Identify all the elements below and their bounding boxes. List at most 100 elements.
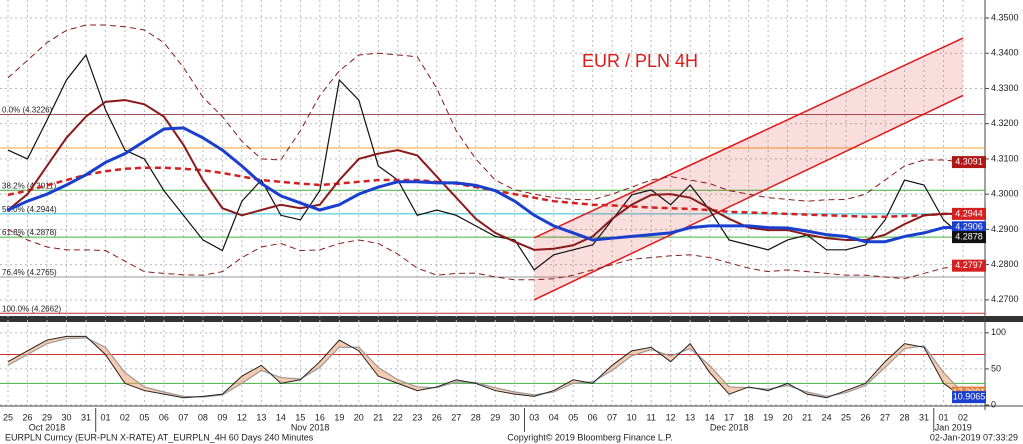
x-tick-label: 27	[451, 412, 461, 422]
x-tick-label: 21	[802, 412, 812, 422]
x-tick-label: 13	[256, 412, 266, 422]
x-tick-label: 31	[919, 412, 929, 422]
level-label: 61.8% (4.2878)	[2, 228, 57, 237]
price-label-box	[952, 207, 986, 220]
x-tick-label: 12	[237, 412, 247, 422]
price-label-box	[952, 156, 986, 169]
annotation: EUR / PLN 4H	[582, 51, 698, 71]
price-label-box	[952, 259, 986, 272]
x-tick-label: 12	[666, 412, 676, 422]
x-tick-label: 30	[61, 412, 71, 422]
price-label-box	[952, 221, 986, 234]
series-line	[7, 335, 964, 399]
x-tick-label: 14	[276, 412, 286, 422]
level-label: 0.0% (4.3226)	[2, 106, 53, 115]
panel-separator	[0, 316, 1023, 322]
series-line	[7, 228, 964, 281]
x-tick-label: 19	[334, 412, 344, 422]
x-tick-label: 07	[178, 412, 188, 422]
x-tick-label: 24	[822, 412, 832, 422]
x-tick-label: 26	[432, 412, 442, 422]
series-line	[7, 337, 964, 398]
x-tick-label: 05	[139, 412, 149, 422]
x-tick-label: 28	[471, 412, 481, 422]
footer-right: 02-Jan-2019 07:33:29	[930, 432, 1018, 442]
y-tick-label: 4.3000	[991, 189, 1019, 199]
x-tick-label: 15	[295, 412, 305, 422]
y-tick-label: 50	[991, 363, 1001, 373]
x-tick-label: 05	[568, 412, 578, 422]
x-tick-label: 09	[217, 412, 227, 422]
price-label: 10.9065	[953, 392, 986, 402]
price-label: 4.2944	[955, 208, 983, 218]
price-label: 4.2878	[955, 232, 983, 242]
y-tick-label: 4.2900	[991, 224, 1019, 234]
x-tick-label: 26	[861, 412, 871, 422]
y-tick-label: 0	[991, 399, 996, 409]
y-tick-label: 4.3300	[991, 83, 1019, 93]
series-line	[7, 126, 964, 244]
footer-left: EURPLN Curncy (EUR-PLN X-RATE) AT_EURPLN…	[5, 432, 314, 442]
y-tick-label: 4.3400	[991, 48, 1019, 58]
x-tick-label: 17	[724, 412, 734, 422]
y-tick-label: 100	[991, 327, 1006, 337]
month-label: Jan 2019	[935, 422, 972, 432]
y-tick-label: 4.3500	[991, 12, 1019, 22]
y-tick-label: 4.2800	[991, 259, 1019, 269]
series-line	[7, 99, 963, 251]
y-tick-label: 4.3200	[991, 118, 1019, 128]
x-tick-label: 29	[42, 412, 52, 422]
x-tick-label: 06	[588, 412, 598, 422]
x-tick-label: 23	[412, 412, 422, 422]
x-tick-label: 20	[783, 412, 793, 422]
level-label: 100.0% (4.2662)	[2, 304, 61, 313]
series-line	[7, 24, 964, 202]
price-label-box	[952, 231, 986, 244]
x-tick-label: 13	[685, 412, 695, 422]
x-tick-label: 25	[3, 412, 13, 422]
x-tick-label: 10	[627, 412, 637, 422]
month-label: Nov 2018	[291, 422, 330, 432]
x-tick-label: 16	[315, 412, 325, 422]
y-tick-label: 4.3100	[991, 153, 1019, 163]
level-label: 38.2% (4.3011)	[2, 181, 56, 190]
x-tick-label: 01	[100, 412, 110, 422]
x-tick-label: 19	[763, 412, 773, 422]
price-label: 4.2906	[955, 222, 983, 232]
x-tick-label: 18	[744, 412, 754, 422]
footer-center: Copyright© 2019 Bloomberg Finance L.P.	[507, 432, 673, 442]
price-label: 4.2797	[955, 260, 983, 270]
x-tick-label: 29	[490, 412, 500, 422]
price-label: 4.3091	[955, 156, 983, 166]
x-tick-label: 03	[529, 412, 539, 422]
month-label: Dec 2018	[710, 422, 749, 432]
x-tick-label: 22	[393, 412, 403, 422]
x-tick-label: 02	[120, 412, 130, 422]
x-tick-label: 07	[607, 412, 617, 422]
x-tick-label: 26	[22, 412, 32, 422]
x-tick-label: 27	[880, 412, 890, 422]
x-tick-label: 06	[159, 412, 169, 422]
y-tick-label: 4.2700	[991, 294, 1019, 304]
x-tick-label: 08	[198, 412, 208, 422]
x-tick-label: 20	[354, 412, 364, 422]
x-tick-label: 28	[900, 412, 910, 422]
oscillator-fill	[8, 336, 963, 398]
series-line	[7, 53, 964, 271]
x-tick-label: 30	[510, 412, 520, 422]
month-label: Oct 2018	[29, 422, 66, 432]
x-tick-label: 31	[81, 412, 91, 422]
x-tick-label: 11	[646, 412, 655, 422]
x-tick-label: 02	[958, 412, 968, 422]
x-tick-label: 14	[705, 412, 715, 422]
x-tick-label: 04	[549, 412, 559, 422]
x-tick-label: 01	[939, 412, 949, 422]
price-label-box	[952, 391, 986, 404]
level-label: 50.0% (4.2944)	[2, 205, 57, 214]
x-tick-label: 21	[373, 412, 383, 422]
level-label: 76.4% (4.2765)	[2, 268, 57, 277]
channel-line	[533, 94, 964, 301]
x-tick-label: 25	[841, 412, 851, 422]
